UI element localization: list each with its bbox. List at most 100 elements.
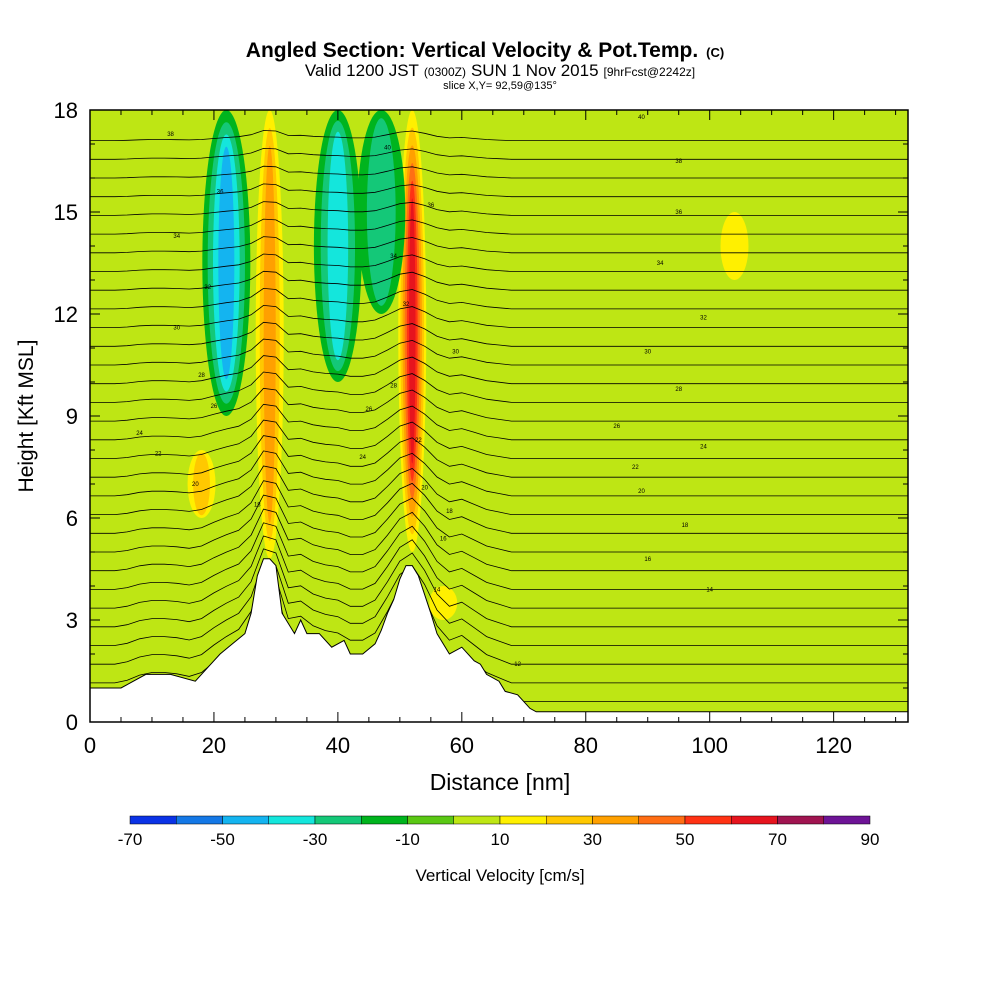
y-tick-label: 12 (54, 302, 78, 327)
pot-temp-line (90, 535, 908, 609)
pot-temp-line (90, 304, 908, 328)
velocity-cell (327, 131, 349, 361)
velocity-cell (263, 145, 276, 523)
chart-subtitle: Valid 1200 JST (0300Z) SUN 1 Nov 2015 [9hrF… (305, 61, 695, 80)
colorbar-swatch (129, 815, 177, 825)
pot-temp-line (90, 253, 908, 272)
contour-label: 26 (613, 424, 620, 430)
pot-temp-line (90, 165, 908, 179)
contour-label: 20 (421, 485, 428, 491)
x-tick-label: 100 (691, 733, 728, 758)
contour-label: 26 (366, 407, 373, 413)
pot-temp-line (90, 218, 908, 235)
slice-label: slice X,Y= 92,59@135° (443, 80, 557, 92)
x-tick-label: 120 (815, 733, 852, 758)
colorbar-swatch (546, 815, 593, 825)
subtitle-forecast: [9hrFcst@2242z] (604, 65, 696, 79)
chart-title-text: Angled Section: Vertical Velocity & Pot.… (246, 39, 698, 62)
colorbar-swatch (684, 815, 732, 825)
colorbar-tick-label: -70 (118, 830, 143, 849)
velocity-cell (720, 212, 749, 280)
contour-label: 20 (192, 482, 199, 488)
colorbar-tick-label: 70 (768, 830, 787, 849)
x-tick-label: 60 (450, 733, 474, 758)
contour-label: 28 (198, 373, 205, 379)
y-tick-label: 0 (66, 710, 78, 735)
pot-temp-line (90, 480, 908, 534)
velocity-cell (409, 198, 416, 464)
contour-label: 18 (446, 509, 453, 515)
contour-label: 38 (167, 132, 174, 138)
contour-label: 20 (638, 489, 645, 495)
velocity-field (90, 110, 908, 722)
contour-label: 36 (427, 203, 434, 209)
colorbar-swatch (638, 815, 686, 825)
y-tick-label: 18 (54, 98, 78, 123)
pot-temp-line (90, 572, 908, 665)
contour-label: 30 (644, 349, 651, 355)
chart-title-unit: (C) (706, 45, 724, 60)
y-tick-label: 3 (66, 608, 78, 633)
contour-label: 28 (675, 387, 682, 393)
subtitle-zulu: (0300Z) (424, 65, 466, 79)
velocity-cell (429, 586, 458, 620)
contour-label: 22 (415, 438, 422, 444)
contour-label: 14 (706, 587, 713, 593)
contour-label: 22 (155, 451, 162, 457)
colorbar: -70 -50 -30 -10 10 30 50 70 90 (118, 815, 879, 849)
contour-label: 18 (682, 523, 689, 529)
pot-temp-line (90, 560, 908, 646)
colorbar-swatch (499, 815, 547, 825)
contour-label: 24 (359, 455, 366, 461)
subtitle-valid: Valid 1200 JST (305, 61, 419, 80)
contour-label: 36 (217, 190, 224, 196)
contour-label: 38 (675, 159, 682, 165)
contour-label: 16 (644, 557, 651, 563)
colorbar-tick-label: -30 (303, 830, 328, 849)
pot-temp-line (90, 508, 908, 572)
pot-temp-line (90, 321, 908, 347)
pot-temp-line (90, 387, 908, 422)
colorbar-tick-label: -50 (210, 830, 235, 849)
x-tick-label: 20 (202, 733, 226, 758)
pot-temp-line (90, 201, 908, 216)
pot-temp-line (90, 494, 908, 553)
contour-label: 12 (514, 662, 521, 668)
contour-label: 30 (452, 349, 459, 355)
x-tick-label: 80 (574, 733, 598, 758)
x-tick-label: 0 (84, 733, 96, 758)
colorbar-label: Vertical Velocity [cm/s] (415, 866, 584, 885)
colorbar-swatch (731, 815, 778, 825)
velocity-cell (366, 118, 396, 306)
contour-label: 24 (136, 431, 143, 437)
pot-temp-labels: 38 36 34 32 30 28 26 24 22 20 18 40 36 34 32 30 28 26 24 22… (136, 115, 713, 668)
colorbar-swatch (823, 815, 871, 825)
pot-temp-line (90, 435, 908, 478)
colorbar-swatch (361, 815, 408, 825)
contour-label: 32 (204, 285, 211, 291)
colorbar-tick-label: -10 (395, 830, 420, 849)
contour-label: 34 (173, 234, 180, 240)
plot-area: 38 36 34 32 30 28 26 24 22 20 18 40 36 34 32 30 28 26 24 22… (90, 110, 908, 722)
subtitle-date: SUN 1 Nov 2015 (471, 61, 599, 80)
contour-label: 32 (403, 302, 410, 308)
contour-label: 24 (700, 445, 707, 451)
contour-label: 22 (632, 465, 639, 471)
contour-label: 26 (211, 404, 218, 410)
contour-label: 36 (675, 210, 682, 216)
contour-label: 18 (254, 502, 261, 508)
colorbar-tick-label: 50 (676, 830, 695, 849)
pot-temp-line (90, 130, 908, 141)
chart-title: Angled Section: Vertical Velocity & Pot.… (246, 39, 724, 62)
colorbar-swatch (314, 815, 362, 825)
colorbar-tick-label: 30 (583, 830, 602, 849)
pot-temp-line (90, 450, 908, 497)
pot-temp-line (90, 183, 908, 198)
y-axis-label: Height [Kft MSL] (15, 340, 38, 493)
y-tick-label: 9 (66, 404, 78, 429)
contour-label: 40 (384, 145, 391, 151)
pot-temp-line (90, 355, 908, 385)
